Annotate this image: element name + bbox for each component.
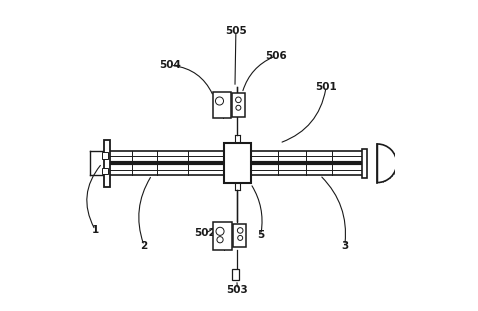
Text: 503: 503 — [227, 285, 248, 295]
Text: 1: 1 — [92, 225, 99, 235]
Text: 505: 505 — [225, 26, 247, 36]
Bar — [233, 224, 247, 247]
Bar — [214, 222, 232, 250]
Circle shape — [216, 227, 224, 235]
Circle shape — [217, 237, 223, 243]
Bar — [224, 143, 250, 183]
Text: 504: 504 — [160, 60, 182, 70]
Circle shape — [236, 105, 241, 110]
Bar — [232, 93, 245, 117]
Text: 506: 506 — [265, 51, 287, 61]
Bar — [362, 149, 367, 178]
Text: 2: 2 — [141, 241, 148, 251]
Text: 501: 501 — [315, 82, 337, 92]
Bar — [102, 152, 108, 159]
Bar — [104, 140, 110, 187]
Text: 3: 3 — [341, 241, 348, 251]
Circle shape — [238, 235, 243, 240]
Wedge shape — [378, 144, 397, 183]
Circle shape — [238, 228, 243, 233]
Bar — [102, 168, 108, 174]
Text: 502: 502 — [194, 228, 216, 238]
Circle shape — [236, 97, 241, 103]
Circle shape — [216, 97, 224, 105]
Bar — [232, 269, 239, 280]
Text: 5: 5 — [257, 230, 264, 240]
Bar — [214, 92, 230, 118]
